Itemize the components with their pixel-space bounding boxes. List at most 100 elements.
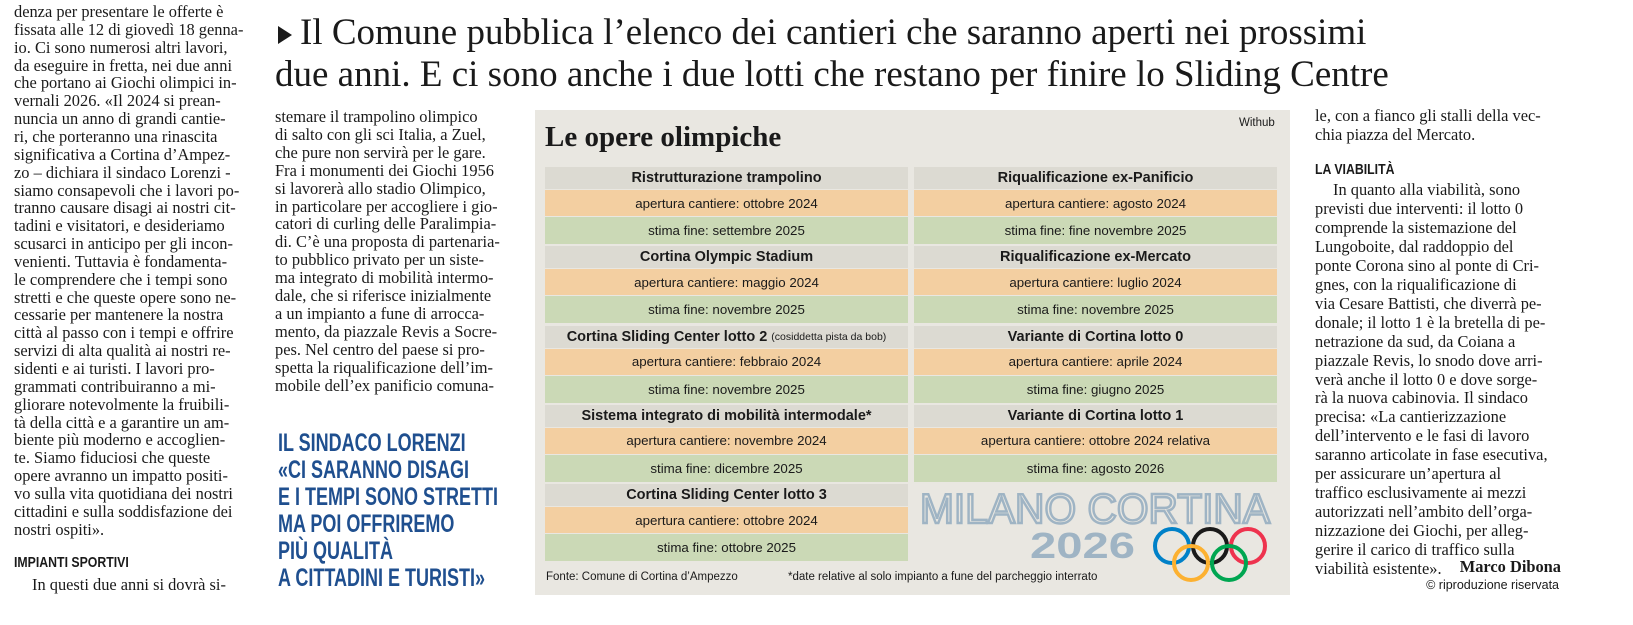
- item-title: Ristrutturazione trampolino: [545, 167, 908, 189]
- item-end: stima fine: novembre 2025: [545, 296, 908, 324]
- body-line: verà anche il lotto 0 e dove sorge-: [1315, 369, 1538, 389]
- item-title-text: Variante di Cortina lotto 1: [1007, 407, 1184, 424]
- body-line: sidenti e ai turisti. I lavori pro-: [14, 359, 215, 378]
- item-title-text: Cortina Olympic Stadium: [639, 249, 814, 266]
- logo-name: MILANO CORTINA: [920, 485, 1270, 532]
- item-end: stima fine: novembre 2025: [914, 296, 1277, 324]
- item-title: Riqualificazione ex-Mercato: [914, 246, 1277, 269]
- body-line: comprende la sistemazione del: [1315, 217, 1517, 237]
- body-line: ri, che porteranno una rinascita: [14, 126, 218, 146]
- item-start: apertura cantiere: luglio 2024: [914, 269, 1277, 296]
- body-line: piazzale Revis, lo snodo dove arri-: [1315, 350, 1543, 370]
- item-start: apertura cantiere: novembre 2024: [545, 427, 908, 454]
- body-line: ma integrato di mobilità intermo-: [275, 268, 494, 288]
- footnote: *date relative al solo impianto a fune d…: [788, 571, 1098, 583]
- body-line: catori di curling delle Paralimpia-: [275, 214, 497, 234]
- body-line: tadini e visitatori, e desideriamo: [14, 216, 225, 236]
- logo-year: 2026: [1030, 525, 1135, 566]
- headline-line: due anni. E ci sono anche i due lotti ch…: [275, 54, 1389, 95]
- item-start: apertura cantiere: aprile 2024: [914, 348, 1277, 375]
- item-start: apertura cantiere: agosto 2024: [914, 190, 1277, 216]
- item-title: Variante di Cortina lotto 1: [914, 404, 1277, 427]
- credit: Withub: [1239, 117, 1275, 129]
- body-line: dale, che si riferisce inizialmente: [275, 286, 492, 305]
- body-line: cittadini e sulla soddisfazione dei: [14, 501, 233, 521]
- item-title: Cortina Sliding Center lotto 2 (cosiddett…: [545, 325, 908, 348]
- olympic-rings: [1153, 527, 1267, 582]
- body-line: previsti due interventi: il lotto 0: [1315, 198, 1524, 218]
- body-line: spetta la riqualificazione dell’im-: [275, 357, 493, 377]
- body-line: vo sulla vita quotidiana dei nostri: [14, 483, 233, 503]
- body-line: da eseguire in fretta, nei due anni: [14, 55, 232, 75]
- item-title: Sistema integrato di mobilità intermodal…: [545, 404, 908, 427]
- body-line: scusarci in anticipo per gli incon-: [14, 234, 233, 254]
- item-title-text: Riqualificazione ex-Mercato: [1000, 249, 1191, 266]
- item-start: apertura cantiere: ottobre 2024: [545, 190, 908, 216]
- byline: Marco Dibona: [1459, 557, 1561, 576]
- headline-arrow: [278, 26, 292, 44]
- item-end: stima fine: novembre 2025: [545, 375, 908, 403]
- body-line: io. Ci sono numerosi altri lavori,: [14, 37, 228, 57]
- item-title: Riqualificazione ex-Panificio: [914, 167, 1277, 189]
- item-end: stima fine: ottobre 2025: [545, 534, 908, 562]
- headline-line: Il Comune pubblica l’elenco dei cantieri…: [300, 12, 1367, 53]
- body-line: a un impianto a fune di arrocca-: [275, 303, 485, 323]
- item-end: stima fine: agosto 2026: [914, 454, 1277, 482]
- body-line: gerire il carico di traffico sulla: [1315, 540, 1515, 560]
- item-end: stima fine: fine novembre 2025: [914, 217, 1277, 244]
- body-line: cessarie per mantenere la nostra: [14, 305, 224, 325]
- item-start: apertura cantiere: ottobre 2024 relativa: [914, 427, 1277, 454]
- body-line: grammati contribuiranno a mi-: [14, 376, 216, 396]
- body-line: nuncia un anno di grandi cantie-: [14, 109, 226, 129]
- body-line: che portano ai Giochi olimpici in-: [14, 73, 237, 93]
- body-line: traffico esclusivamente ai mezzi: [1315, 483, 1527, 503]
- body-line: in particolare per accogliere i gio-: [275, 196, 498, 216]
- body-line: In quanto alla viabilità, sono: [1333, 180, 1521, 199]
- body-line: to pubblico privato per un siste-: [275, 250, 484, 270]
- body-line: che pure non servirà per le gare.: [275, 142, 486, 162]
- item-title: Variante di Cortina lotto 0: [914, 325, 1277, 348]
- body-line: significativa a Cortina d’Ampez-: [14, 144, 231, 164]
- body-line: le comprendere che i tempi sono: [14, 269, 228, 289]
- body-line: le, con a fianco gli stalli della vec-: [1315, 106, 1541, 125]
- subheading: LA VIABILITÀ: [1315, 161, 1395, 178]
- body-line: dell’intervento e le fasi di lavoro: [1315, 426, 1530, 446]
- body-line: precisa: «La cantierizzazione: [1315, 407, 1507, 427]
- item-title: Cortina Sliding Center lotto 3: [545, 484, 908, 507]
- pull-quote-line: A CITTADINI E TURISTI»: [278, 564, 485, 592]
- body-line: biente più moderno e accoglien-: [14, 430, 226, 450]
- body-line: rà la nuova cabinovia. Il sindaco: [1315, 388, 1528, 408]
- body-line: mobile dell’ex panificio comuna-: [275, 375, 494, 395]
- body-line: città al passo con i tempi e offrire: [14, 323, 234, 343]
- body-line: venienti. Tuttavia è fondamenta-: [14, 251, 228, 271]
- body-line: vernali 2026. «Il 2024 si prean-: [14, 91, 221, 111]
- item-title: Cortina Olympic Stadium: [545, 246, 908, 269]
- body-line: te. Siamo fiduciosi che queste: [14, 448, 211, 468]
- pull-quote-line: IL SINDACO LORENZI: [278, 429, 466, 457]
- body-line: stretti e che queste opere sono ne-: [14, 287, 237, 307]
- source: Fonte: Comune di Cortina d’Ampezzo: [546, 571, 738, 583]
- body-line: di salto con gli sci Italia, a Zuel,: [275, 124, 486, 144]
- body-line: si lavorerà allo stadio Olimpico,: [275, 178, 486, 198]
- body-line: di. C’è una proposta di partenaria-: [275, 232, 500, 252]
- body-line: denza per presentare le offerte è: [14, 2, 224, 21]
- body-line: netrazione da sud, da Coiana a: [1315, 331, 1516, 351]
- item-end: stima fine: giugno 2025: [914, 375, 1277, 403]
- pull-quote-line: PIÙ QUALITÀ: [278, 537, 393, 565]
- body-line: nostri ospiti».: [14, 519, 105, 539]
- body-line: via Cesare Battisti, che diverrà pe-: [1315, 293, 1542, 313]
- body-line: zo – dichiara il sindaco Lorenzi -: [14, 162, 231, 182]
- pull-quote-line: MA POI OFFRIREMO: [278, 510, 455, 538]
- item-start: apertura cantiere: ottobre 2024: [545, 507, 908, 534]
- body-line: chia piazza del Mercato.: [1315, 125, 1476, 144]
- body-line: tà della città e a garantire un am-: [14, 412, 230, 432]
- item-start: apertura cantiere: febbraio 2024: [545, 348, 908, 375]
- body-line: gnes, con la riqualificazione di: [1315, 274, 1517, 294]
- pull-quote-line: «CI SARANNO DISAGI: [278, 456, 470, 484]
- body-line: Lungoboite, dal raddoppio del: [1315, 236, 1514, 256]
- infographic-title: Le opere olimpiche: [545, 121, 782, 153]
- pull-quote-line: E I TEMPI SONO STRETTI: [278, 483, 499, 511]
- body-line: saranno articolate in fase esecutiva,: [1315, 445, 1548, 465]
- subheading: IMPIANTI SPORTIVI: [14, 554, 129, 571]
